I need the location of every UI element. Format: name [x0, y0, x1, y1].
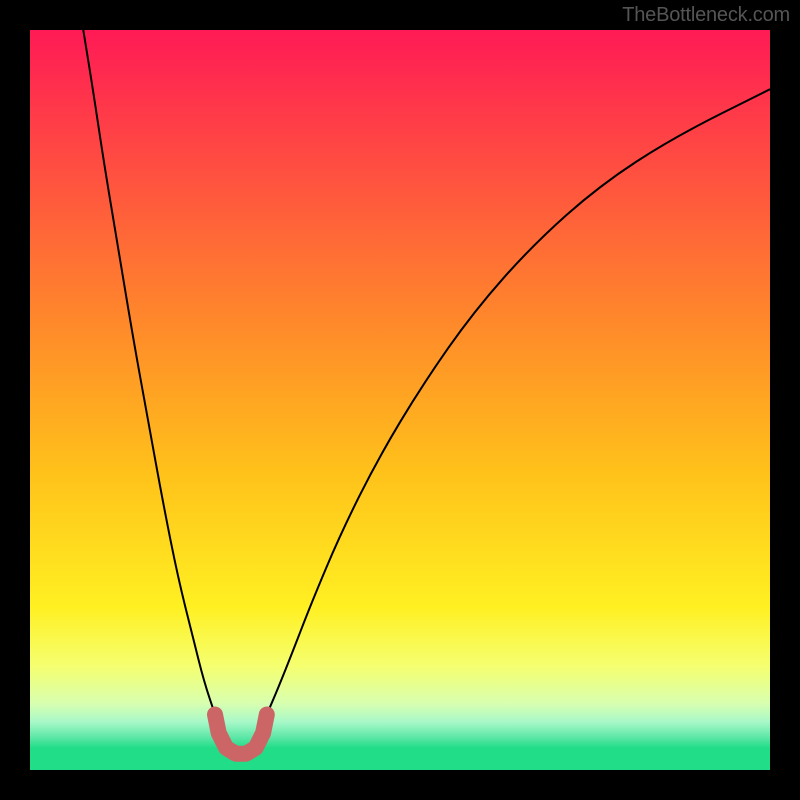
v-curve-right: [267, 89, 770, 714]
watermark-text: TheBottleneck.com: [622, 4, 790, 27]
v-curve-left: [83, 30, 215, 715]
plot-background: [30, 30, 770, 770]
curve-svg: [30, 30, 770, 770]
bottom-u-marker: [215, 715, 267, 754]
